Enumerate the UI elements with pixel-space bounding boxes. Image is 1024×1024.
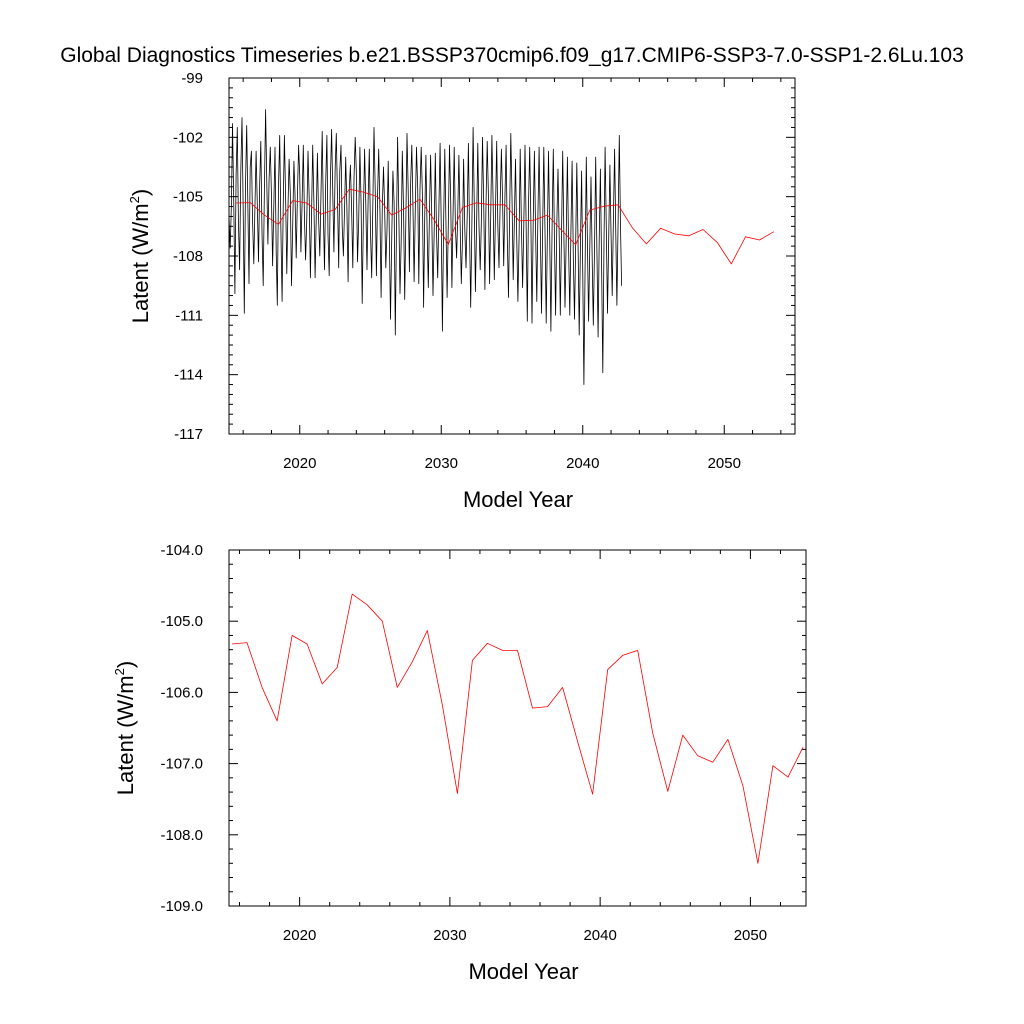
y-tick-label: -109.0	[160, 898, 203, 915]
y-axis-title: Latent (W/m2)	[112, 661, 138, 795]
y-tick-label: -105	[173, 189, 203, 206]
y-tick-label: -108.0	[160, 827, 203, 844]
y-tick-label: -106.0	[160, 684, 203, 701]
series-line-annual-mean	[236, 188, 775, 265]
x-tick-label: 2040	[566, 455, 599, 472]
x-tick-label: 2050	[708, 455, 741, 472]
y-tick-label: -114	[174, 367, 203, 384]
plot-frame	[228, 77, 796, 435]
y-axis-title: Latent (W/m2)	[127, 189, 153, 323]
y-tick-label: -99	[181, 70, 203, 87]
x-tick-label: 2030	[433, 927, 466, 944]
chart-title: Global Diagnostics Timeseries b.e21.BSSP…	[60, 44, 964, 67]
x-axis-title: Model Year	[468, 959, 578, 984]
series-line-annual-mean	[231, 593, 804, 864]
y-tick-label: -104.0	[160, 542, 203, 559]
series-line-monthly	[228, 109, 622, 386]
x-tick-label: 2040	[583, 927, 616, 944]
x-tick-label: 2020	[283, 455, 316, 472]
y-tick-label: -102	[173, 129, 203, 146]
y-tick-label: -107.0	[160, 756, 203, 773]
x-tick-label: 2020	[283, 927, 316, 944]
y-tick-label: -117	[174, 426, 203, 443]
y-tick-label: -108	[173, 248, 203, 265]
chart-panel-top: 2020 2030 2040 2050 -117 -114 -111 -108 -105 -102…	[127, 70, 796, 512]
y-tick-label: -111	[175, 307, 203, 324]
x-tick-label: 2030	[425, 455, 458, 472]
y-tick-label: -105.0	[160, 613, 203, 630]
chart-panel-bottom: 2020 2030 2040 2050 -109.0 -108.0 -107.0 -106.0…	[112, 542, 807, 984]
x-axis-title: Model Year	[463, 487, 573, 512]
plot-frame	[228, 549, 807, 907]
x-tick-label: 2050	[734, 927, 767, 944]
